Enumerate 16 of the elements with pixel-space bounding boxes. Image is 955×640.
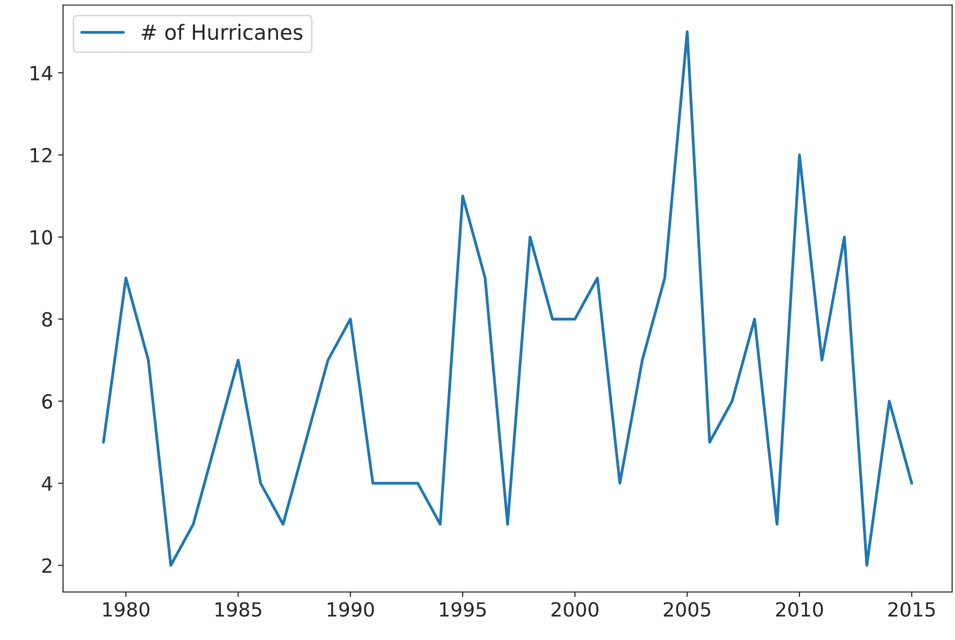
legend-label: # of Hurricanes xyxy=(142,24,302,40)
y-tick-label: 6 xyxy=(42,394,52,409)
x-tick-label: 1995 xyxy=(440,602,486,617)
y-tick-label: 12 xyxy=(30,148,52,162)
x-tick-label: 2010 xyxy=(776,602,823,617)
y-tick-label: 2 xyxy=(42,558,52,573)
y-tick-label: 10 xyxy=(30,230,52,245)
y-tick-label: 14 xyxy=(30,66,52,80)
x-tick-label: 2015 xyxy=(888,602,935,617)
x-tick-label: 1980 xyxy=(103,602,150,617)
x-tick-label: 1985 xyxy=(216,602,262,617)
x-tick-label: 2000 xyxy=(552,602,598,617)
x-tick-label: 2005 xyxy=(664,602,710,617)
y-tick-label: 8 xyxy=(42,312,52,327)
x-tick-label: 1990 xyxy=(328,602,374,617)
y-tick-label: 4 xyxy=(42,476,52,491)
